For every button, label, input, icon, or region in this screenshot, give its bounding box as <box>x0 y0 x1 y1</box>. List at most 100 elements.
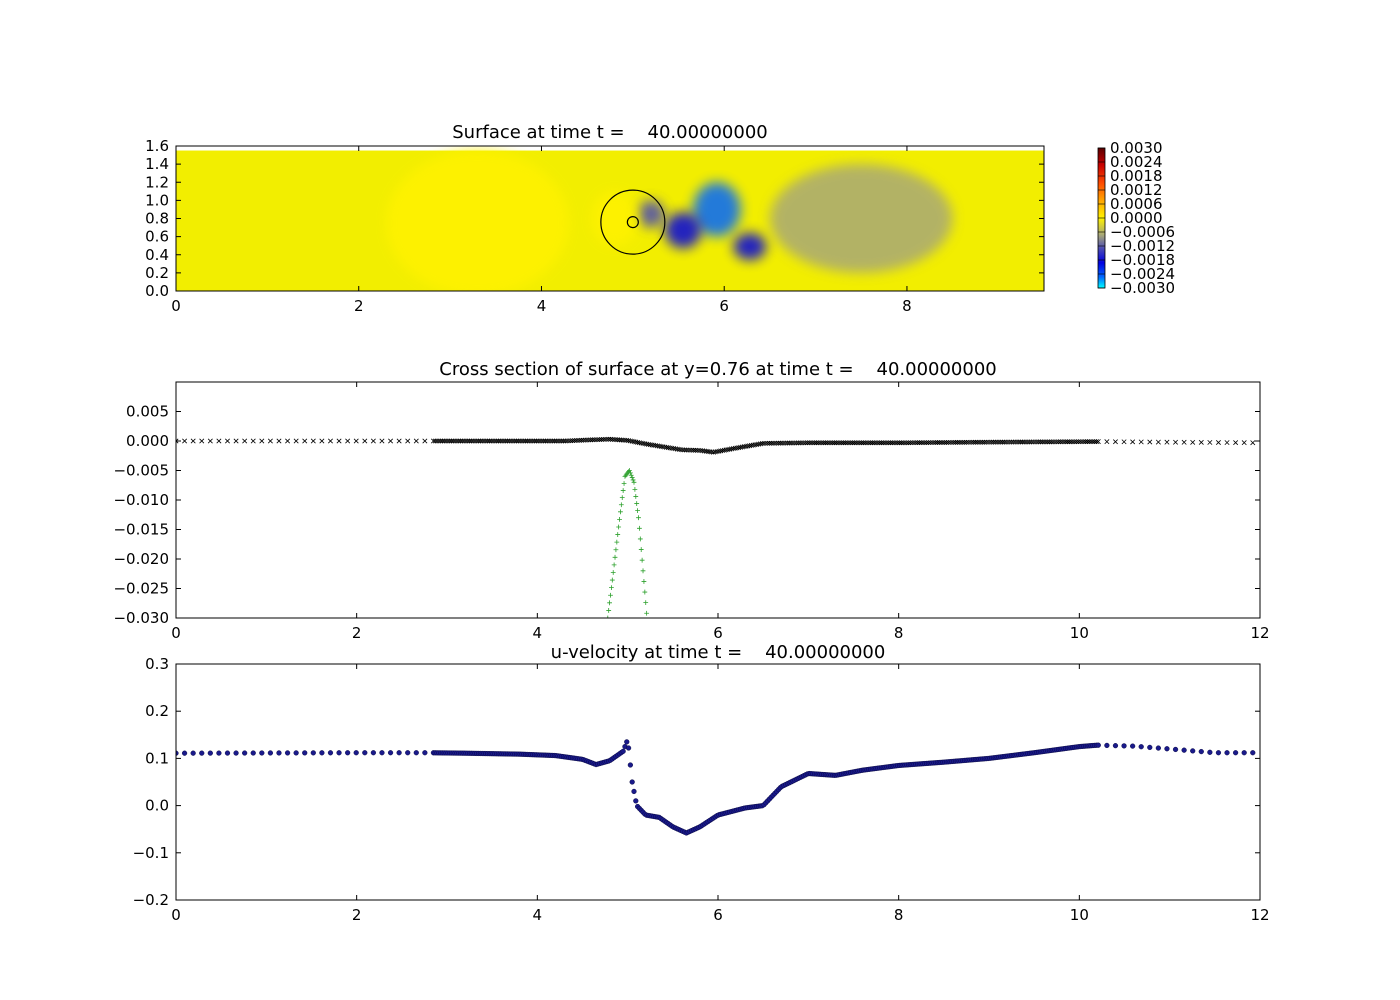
y-tick-label: 0.3 <box>145 655 169 673</box>
cross-section-marker <box>505 438 511 444</box>
u-velocity-marker <box>310 750 316 756</box>
cross-section-marker <box>216 438 222 444</box>
cross-section-marker <box>476 438 482 444</box>
cross-section-marker <box>846 440 852 446</box>
u-velocity-marker <box>379 750 385 756</box>
depth-marker <box>630 477 636 483</box>
cross-section-marker <box>770 440 776 446</box>
cross-section-marker <box>911 440 917 446</box>
cross-section-marker <box>1012 439 1018 445</box>
u-velocity-marker <box>242 750 248 756</box>
cross-section-marker <box>225 438 230 444</box>
cross-section-marker <box>808 440 814 446</box>
depth-marker <box>633 494 639 499</box>
u-velocity-marker <box>362 750 368 756</box>
colorbar-tick-label: 0.0024 <box>1110 153 1163 171</box>
cross-section-marker <box>857 440 863 446</box>
x-tick-label: 0 <box>171 297 181 315</box>
cross-section-marker <box>494 438 500 444</box>
cross-section-marker <box>535 438 541 444</box>
cross-section-marker <box>949 439 955 445</box>
cross-section-marker <box>1061 439 1067 445</box>
u-velocity-marks <box>176 739 1256 836</box>
depth-marker <box>607 600 612 606</box>
cross-section-marker <box>866 440 872 446</box>
cross-section-marker <box>994 439 1000 445</box>
cross-section-marker <box>837 440 843 446</box>
cross-section-marker <box>765 440 771 446</box>
cross-section-marker <box>768 440 774 446</box>
cross-section-marker <box>1014 439 1020 445</box>
cross-section-marker <box>604 436 610 442</box>
cross-section-marker <box>468 438 474 444</box>
u-velocity-marker <box>284 750 291 756</box>
cross-section-marker <box>983 439 989 445</box>
cross-section-marker <box>1000 439 1006 445</box>
cross-section-marker <box>1039 439 1045 445</box>
cross-section-marker <box>972 439 978 445</box>
x-tick-label: 6 <box>713 624 723 642</box>
depth-marker <box>645 622 650 627</box>
cross-section-marker <box>1048 439 1054 445</box>
depth-marker <box>632 486 638 492</box>
y-tick-label: −0.025 <box>113 580 169 598</box>
x-tick-label: 2 <box>352 906 362 924</box>
y-tick-label: 1.2 <box>145 173 169 191</box>
cross-section-marker <box>438 438 444 444</box>
cross-section-marker <box>1010 439 1016 445</box>
y-tick-label: 0.0 <box>145 797 169 815</box>
y-tick-label: 0.6 <box>145 228 169 246</box>
cross-section-marker <box>1034 439 1040 445</box>
cross-section-marker <box>477 438 483 444</box>
surface-y-ticks: 0.00.20.40.60.81.01.21.41.6 <box>145 137 1044 300</box>
colorbar-tick-label: −0.0018 <box>1110 251 1175 269</box>
cross-section-marker <box>963 439 969 445</box>
cross-section-marker <box>456 438 462 444</box>
u-velocity-marker <box>629 779 635 785</box>
cross-section-marker <box>1027 439 1033 445</box>
cross-section-marker <box>432 438 438 444</box>
y-tick-label: 0.2 <box>145 264 169 282</box>
u-velocity-marker <box>1138 744 1144 750</box>
u-velocity-marker <box>370 750 376 756</box>
cross-section-marker <box>938 440 944 445</box>
cross-section-marker <box>353 438 359 444</box>
cross-section-marker <box>915 440 921 446</box>
cross-section-marker <box>947 439 953 445</box>
cross-section-marker <box>869 440 875 446</box>
cross-section-marker <box>441 438 447 444</box>
cross-section-marker <box>490 438 496 444</box>
cross-section-marker <box>1021 439 1027 445</box>
cross-section-marker <box>1250 440 1256 446</box>
cross-section-marker <box>526 438 532 444</box>
cross-section-marker <box>436 438 442 444</box>
depth-marker <box>617 516 622 522</box>
depth-marker <box>616 524 622 530</box>
cross-section-marker <box>501 438 507 444</box>
cross-section-marker <box>190 438 196 444</box>
cross-section-marker <box>900 440 906 446</box>
cross-section-marker <box>779 440 785 446</box>
cross-section-marker <box>1215 440 1221 445</box>
x-tick-label: 6 <box>719 297 729 315</box>
cross-section-marker <box>1095 439 1101 445</box>
cross-section-marker <box>176 438 179 444</box>
cross-section-marker <box>242 438 248 444</box>
cross-section-marker <box>336 438 342 444</box>
cross-section-marker <box>871 440 877 446</box>
cross-section-marker <box>267 438 273 444</box>
depth-marker <box>619 495 625 501</box>
u-velocity-marker <box>413 750 419 756</box>
cross-section-marker <box>792 440 798 446</box>
cross-section-marker <box>532 438 538 444</box>
u-velocity-marker <box>625 745 632 751</box>
y-tick-label: 1.6 <box>145 137 169 155</box>
y-tick-label: −0.1 <box>133 844 169 862</box>
cross-section-marker <box>929 440 935 446</box>
cross-section-marker <box>546 438 552 444</box>
cross-section-marker <box>434 438 440 444</box>
x-tick-label: 8 <box>894 624 904 642</box>
cross-section-marker <box>965 439 971 445</box>
cross-section-marker <box>767 440 772 446</box>
cross-section-marker <box>1063 439 1069 445</box>
